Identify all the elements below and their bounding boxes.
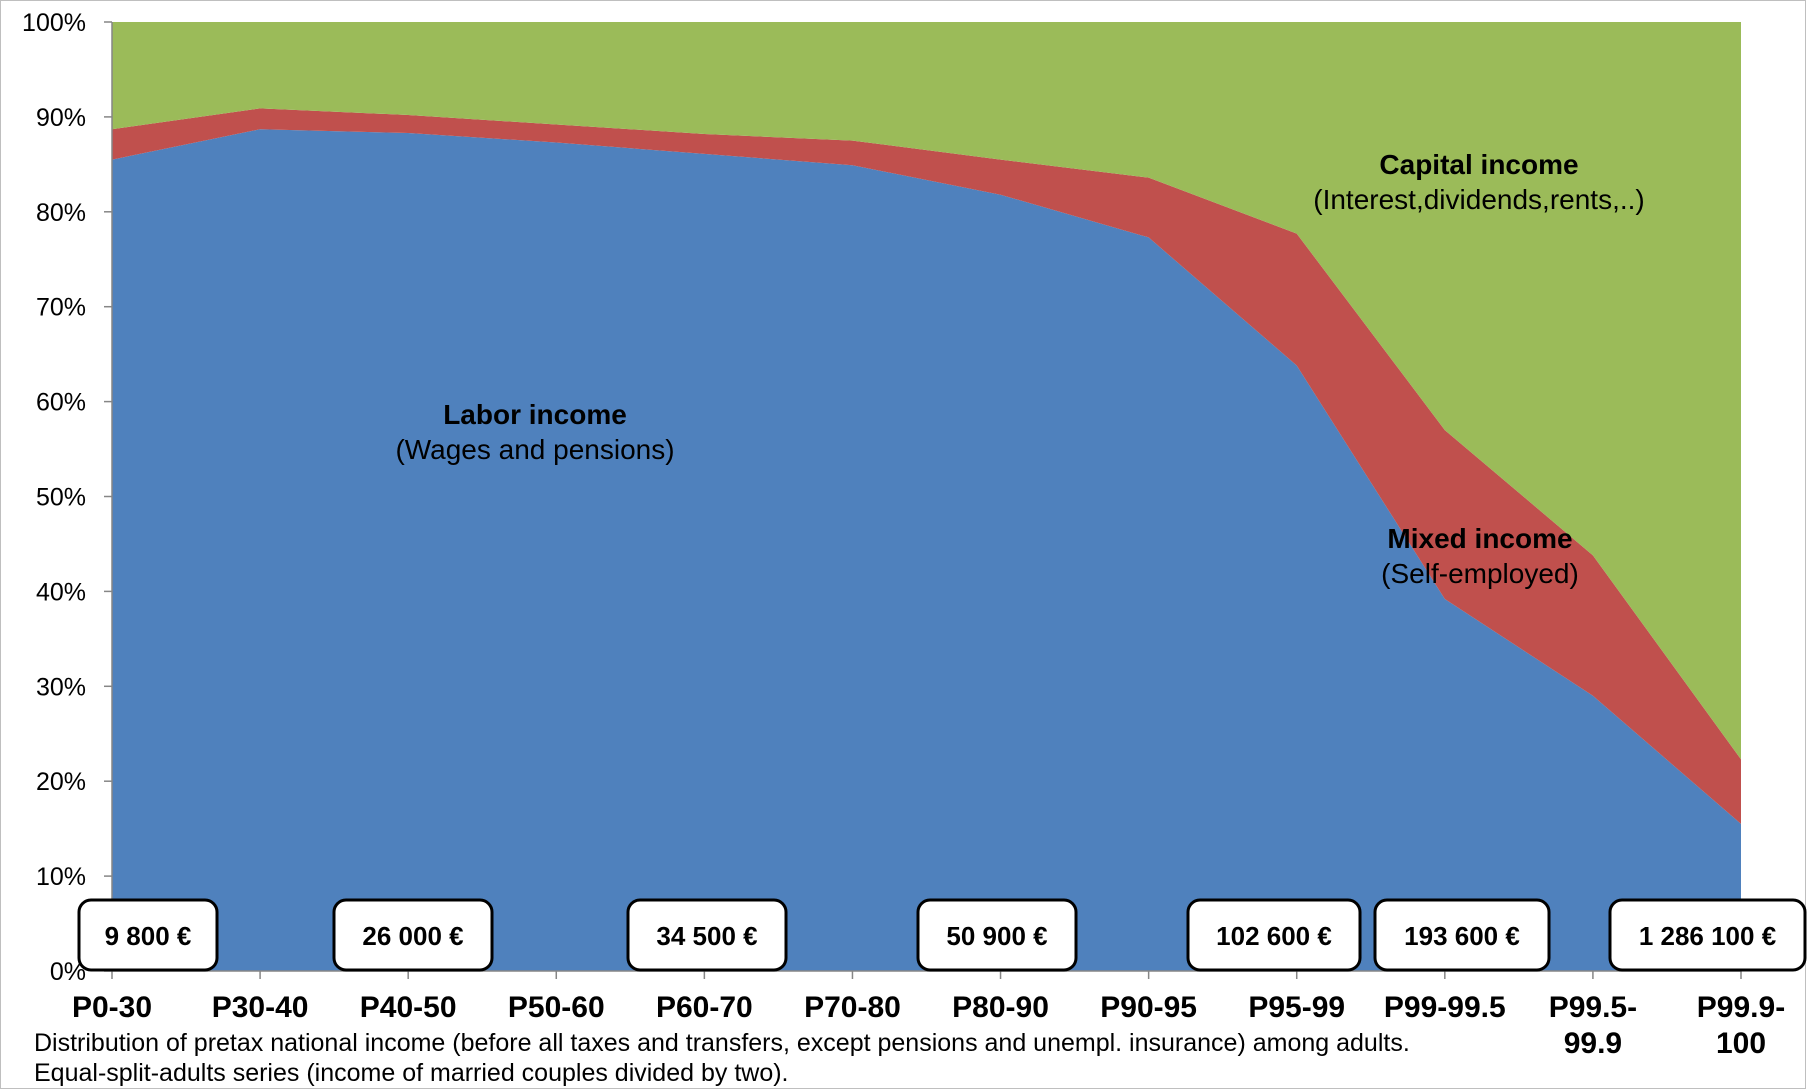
income-box: [916, 898, 1078, 972]
income-box-label: 26 000 €: [362, 921, 463, 951]
footnote-line-2: Equal-split-adults series (income of mar…: [34, 1059, 789, 1087]
x-tick-label: P70-80: [804, 991, 901, 1024]
income-box-label: 50 900 €: [946, 921, 1047, 951]
y-tick-label: 40%: [36, 578, 86, 606]
x-tick-label: P80-90: [952, 991, 1049, 1024]
income-box-label: 9 800 €: [105, 921, 192, 951]
x-tick-label: 99.9: [1564, 1027, 1622, 1060]
x-tick-label: P60-70: [656, 991, 753, 1024]
x-tick-label: 100: [1716, 1027, 1766, 1060]
y-tick-label: 70%: [36, 294, 86, 322]
y-tick-label: 20%: [36, 768, 86, 796]
x-tick-label: P99.9-: [1697, 991, 1785, 1024]
x-tick-label: P30-40: [212, 991, 309, 1024]
area-capital-income: [112, 22, 1741, 760]
income-box: [1186, 898, 1362, 972]
y-tick-label: 50%: [36, 484, 86, 512]
x-tick-label: P0-30: [72, 991, 152, 1024]
x-tick-label: P40-50: [360, 991, 457, 1024]
income-box: [626, 898, 788, 972]
area-labor-income: [112, 129, 1741, 971]
x-tick-label: P95-99: [1248, 991, 1345, 1024]
income-box-label: 34 500 €: [656, 921, 757, 951]
capital-income-annotation-subtitle: (Interest,dividends,rents,..): [1313, 184, 1644, 215]
x-tick-label: P99.5-: [1549, 991, 1637, 1024]
x-tick-label: P90-95: [1100, 991, 1197, 1024]
y-tick-label: 100%: [22, 9, 86, 37]
labor-income-annotation-title: Labor income: [443, 399, 627, 430]
capital-income-annotation-title: Capital income: [1379, 149, 1578, 180]
y-tick-label: 90%: [36, 104, 86, 132]
area-mixed-income: [112, 108, 1741, 824]
income-box: [332, 898, 494, 972]
y-tick-label: 10%: [36, 863, 86, 891]
income-box-label: 193 600 €: [1404, 921, 1520, 951]
income-box: [1608, 898, 1807, 972]
income-box: [77, 898, 219, 972]
y-tick-label: 30%: [36, 673, 86, 701]
income-box-label: 102 600 €: [1216, 921, 1332, 951]
y-tick-label: 60%: [36, 389, 86, 417]
labor-income-annotation-subtitle: (Wages and pensions): [395, 434, 674, 465]
mixed-income-annotation-subtitle: (Self-employed): [1381, 558, 1579, 589]
income-box-label: 1 286 100 €: [1639, 921, 1776, 951]
y-tick-label: 80%: [36, 199, 86, 227]
x-tick-label: P50-60: [508, 991, 605, 1024]
x-tick-label: P99-99.5: [1384, 991, 1506, 1024]
income-box: [1373, 898, 1551, 972]
mixed-income-annotation-title: Mixed income: [1387, 523, 1572, 554]
footnote-line-1: Distribution of pretax national income (…: [34, 1029, 1410, 1057]
